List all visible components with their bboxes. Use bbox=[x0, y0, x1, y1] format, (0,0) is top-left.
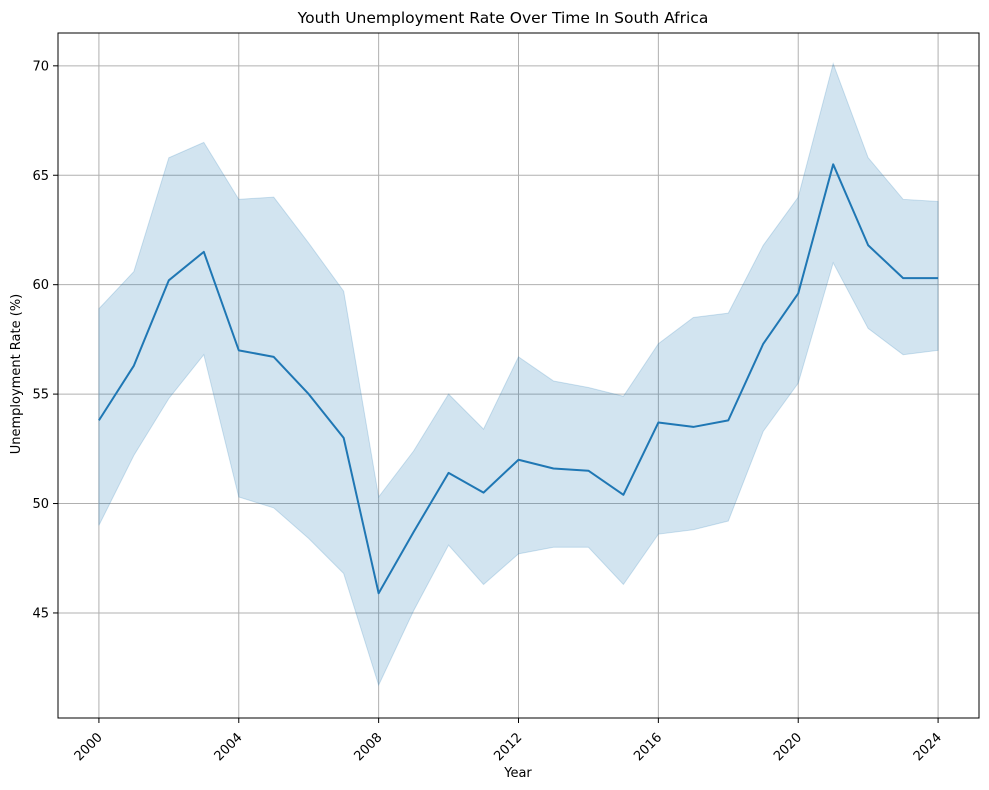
data-point-2015 bbox=[622, 494, 624, 496]
x-tick-label-2008: 2008 bbox=[351, 730, 385, 764]
data-point-2009 bbox=[413, 531, 415, 533]
y-axis: 45 50 55 60 65 70 bbox=[32, 59, 58, 621]
data-point-2021 bbox=[832, 163, 834, 165]
data-point-2022 bbox=[867, 244, 869, 246]
confidence-band bbox=[98, 61, 939, 687]
data-point-2003 bbox=[203, 251, 205, 253]
data-point-2023 bbox=[902, 277, 904, 279]
data-point-2006 bbox=[308, 393, 310, 395]
data-point-2019 bbox=[762, 343, 764, 345]
data-point-2010 bbox=[448, 472, 450, 474]
data-point-2002 bbox=[168, 279, 170, 281]
data-point-2008 bbox=[378, 592, 380, 594]
y-tick-label-65: 65 bbox=[32, 169, 49, 184]
data-point-2005 bbox=[273, 356, 275, 358]
x-tick-label-2016: 2016 bbox=[631, 730, 665, 764]
data-point-2011 bbox=[483, 492, 485, 494]
chart-title: Youth Unemployment Rate Over Time In Sou… bbox=[297, 9, 709, 27]
x-axis-label: Year bbox=[503, 766, 532, 781]
data-point-2012 bbox=[518, 459, 520, 461]
y-tick-label-60: 60 bbox=[32, 278, 49, 293]
data-point-2013 bbox=[552, 468, 554, 470]
series-line-layer bbox=[98, 163, 939, 595]
y-axis-label: Unemployment Rate (%) bbox=[9, 294, 24, 455]
y-tick-label-45: 45 bbox=[32, 606, 49, 621]
data-point-2014 bbox=[587, 470, 589, 472]
confidence-band-layer bbox=[98, 61, 939, 687]
y-tick-label-50: 50 bbox=[32, 497, 49, 512]
y-tick-label-55: 55 bbox=[32, 388, 49, 403]
x-tick-label-2024: 2024 bbox=[911, 730, 945, 764]
data-point-2000 bbox=[98, 419, 100, 421]
data-point-2001 bbox=[133, 365, 135, 367]
x-tick-label-2000: 2000 bbox=[72, 730, 106, 764]
x-axis: 2000 2004 2008 2012 2016 2020 2024 bbox=[72, 718, 945, 764]
data-point-2020 bbox=[797, 292, 799, 294]
data-point-2004 bbox=[238, 349, 240, 351]
series-line bbox=[98, 163, 939, 595]
data-point-2007 bbox=[343, 437, 345, 439]
x-tick-label-2004: 2004 bbox=[212, 730, 246, 764]
data-point-2018 bbox=[727, 419, 729, 421]
data-point-2024 bbox=[937, 277, 939, 279]
grid-lines bbox=[58, 33, 979, 718]
x-tick-label-2020: 2020 bbox=[771, 730, 805, 764]
x-tick-label-2012: 2012 bbox=[491, 730, 525, 764]
data-point-2016 bbox=[657, 422, 659, 424]
data-point-2017 bbox=[692, 426, 694, 428]
y-tick-label-70: 70 bbox=[32, 59, 49, 74]
